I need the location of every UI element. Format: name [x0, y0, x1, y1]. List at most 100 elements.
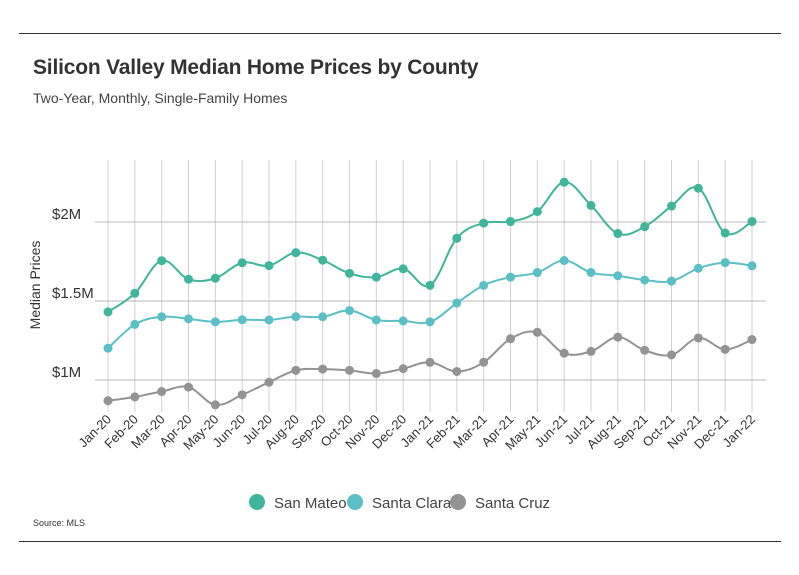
legend-marker-santa-clara — [347, 494, 363, 510]
data-point-san-mateo — [291, 248, 301, 258]
data-point-san-mateo — [157, 256, 167, 266]
data-point-santa-cruz — [693, 333, 703, 343]
data-point-san-mateo — [720, 228, 730, 238]
data-point-santa-clara — [747, 261, 757, 271]
legend-label-san-mateo: San Mateo — [274, 495, 347, 512]
data-point-santa-cruz — [345, 365, 354, 375]
legend: San Mateo Santa Clara Santa Cruz — [249, 494, 550, 512]
series-san-mateo — [103, 177, 757, 317]
data-point-san-mateo — [559, 177, 569, 187]
data-point-san-mateo — [237, 258, 247, 268]
legend-item-santa-cruz: Santa Cruz — [450, 494, 550, 512]
series-santa-clara — [103, 256, 757, 353]
data-point-santa-cruz — [264, 377, 274, 387]
data-point-santa-clara — [130, 319, 140, 329]
legend-marker-santa-cruz — [450, 494, 466, 510]
data-point-san-mateo — [398, 264, 408, 274]
y-tick-label: $2M — [52, 206, 81, 223]
data-point-san-mateo — [264, 261, 274, 271]
data-point-san-mateo — [371, 272, 381, 282]
data-point-santa-clara — [345, 305, 354, 315]
data-point-san-mateo — [318, 255, 328, 265]
data-point-santa-clara — [532, 268, 542, 278]
data-point-santa-clara — [184, 314, 193, 324]
data-point-santa-cruz — [157, 387, 167, 397]
data-point-santa-clara — [640, 275, 650, 285]
data-point-santa-clara — [371, 315, 381, 325]
top-rule — [19, 33, 781, 34]
data-point-santa-clara — [291, 312, 301, 322]
data-point-santa-clara — [693, 263, 703, 273]
legend-marker-san-mateo — [249, 494, 265, 510]
x-axis-ticks: Jan-20Feb-20Mar-20Apr-20May-20Jun-20Jul-… — [75, 412, 758, 453]
data-point-san-mateo — [640, 222, 650, 232]
data-point-san-mateo — [747, 217, 757, 227]
data-point-santa-clara — [559, 256, 569, 266]
data-point-santa-cruz — [586, 346, 596, 356]
bottom-rule — [19, 541, 781, 542]
data-point-san-mateo — [506, 217, 515, 227]
data-point-santa-clara — [667, 276, 676, 286]
data-point-santa-cruz — [667, 350, 676, 360]
data-point-santa-clara — [157, 312, 167, 322]
legend-item-san-mateo: San Mateo — [249, 494, 347, 512]
data-point-santa-cruz — [371, 369, 381, 379]
data-point-santa-cruz — [720, 344, 730, 354]
data-point-santa-cruz — [103, 396, 113, 406]
data-point-santa-cruz — [613, 332, 623, 342]
data-point-san-mateo — [184, 274, 193, 284]
data-point-santa-clara — [586, 268, 596, 278]
legend-item-santa-clara: Santa Clara — [347, 494, 452, 512]
chart-subtitle: Two-Year, Monthly, Single-Family Homes — [33, 90, 288, 106]
series-lines — [103, 177, 757, 410]
data-point-san-mateo — [103, 307, 113, 317]
data-point-santa-cruz — [291, 365, 301, 375]
data-point-san-mateo — [613, 229, 623, 239]
data-point-santa-clara — [452, 298, 462, 308]
data-point-santa-cruz — [640, 345, 650, 355]
data-point-santa-cruz — [479, 357, 489, 367]
data-point-santa-clara — [264, 315, 274, 325]
data-point-santa-clara — [613, 271, 623, 281]
data-point-santa-cruz — [210, 400, 220, 410]
data-point-santa-cruz — [184, 382, 193, 392]
data-point-san-mateo — [586, 200, 596, 210]
data-point-santa-cruz — [452, 366, 462, 376]
data-point-santa-clara — [237, 315, 247, 325]
data-point-santa-clara — [720, 258, 730, 268]
data-point-santa-clara — [318, 312, 328, 322]
data-point-santa-clara — [398, 316, 408, 326]
data-point-santa-cruz — [747, 335, 757, 345]
data-point-santa-clara — [103, 343, 113, 353]
data-point-san-mateo — [532, 207, 542, 217]
data-point-santa-cruz — [130, 392, 140, 402]
data-point-san-mateo — [345, 268, 354, 278]
data-point-san-mateo — [210, 273, 220, 283]
legend-label-santa-clara: Santa Clara — [372, 495, 452, 512]
data-point-santa-clara — [506, 272, 515, 282]
data-point-san-mateo — [667, 201, 676, 211]
data-point-san-mateo — [452, 233, 462, 243]
chart-title: Silicon Valley Median Home Prices by Cou… — [33, 56, 479, 79]
y-tick-label: $1M — [52, 364, 81, 381]
y-tick-label: $1.5M — [52, 285, 94, 302]
data-point-santa-cruz — [318, 364, 328, 374]
data-point-santa-cruz — [559, 348, 569, 358]
data-point-san-mateo — [693, 183, 703, 193]
data-point-santa-clara — [425, 317, 435, 327]
data-point-santa-cruz — [506, 334, 515, 344]
data-point-san-mateo — [130, 288, 140, 298]
y-axis-label: Median Prices — [27, 241, 43, 330]
data-point-santa-cruz — [237, 390, 247, 400]
data-point-santa-clara — [479, 280, 489, 290]
y-axis-ticks: $1M $1.5M $2M — [52, 206, 94, 381]
source-note: Source: MLS — [33, 518, 86, 528]
data-point-san-mateo — [479, 218, 489, 228]
data-point-santa-cruz — [398, 364, 408, 374]
series-santa-cruz — [103, 327, 757, 410]
legend-label-santa-cruz: Santa Cruz — [475, 495, 550, 512]
data-point-santa-clara — [210, 317, 220, 327]
data-point-san-mateo — [425, 280, 435, 290]
data-point-santa-cruz — [425, 357, 435, 367]
